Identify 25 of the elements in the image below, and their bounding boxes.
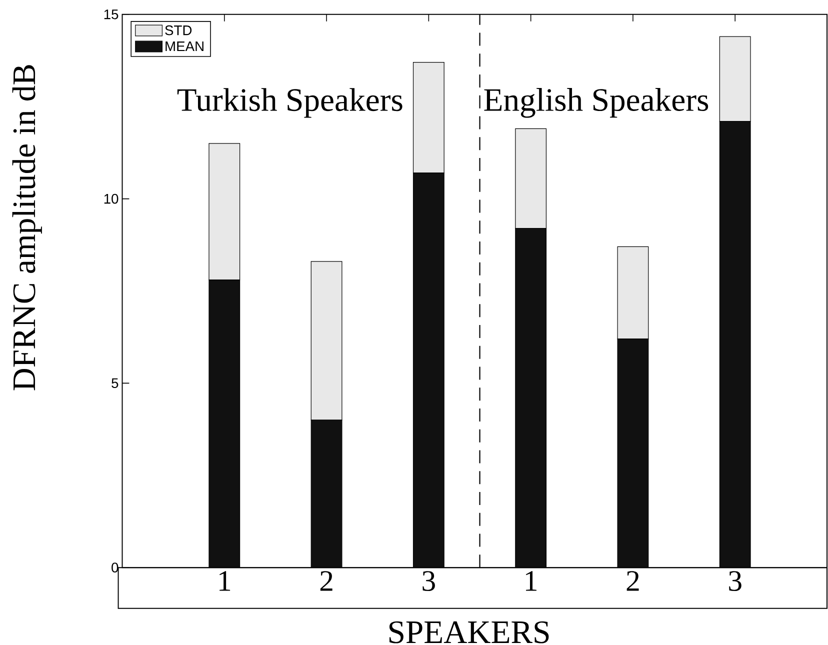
bar: [515, 128, 547, 229]
y-tick-label: 15: [104, 10, 118, 20]
y-tick-label: 10: [104, 194, 118, 204]
bar: [617, 246, 649, 340]
x-tick-label: 2: [626, 571, 639, 591]
x-axis-title: SPEAKERS: [389, 621, 549, 644]
annotation: English Speakers: [484, 88, 708, 118]
bar: [719, 120, 751, 568]
bar: [310, 420, 342, 568]
x-tick-label: 1: [220, 571, 230, 591]
x-tick-label: 1: [526, 571, 536, 591]
legend-label: STD: [165, 25, 192, 36]
bar: [617, 338, 649, 568]
bar: [412, 172, 444, 568]
bar: [515, 228, 547, 568]
bar: [208, 280, 240, 568]
y-tick-label: 5: [112, 378, 118, 388]
y-tick-label: 0: [112, 562, 118, 572]
annotation: Turkish Speakers: [177, 88, 402, 118]
legend-label: MEAN: [166, 41, 204, 52]
x-tick-label: 3: [422, 571, 435, 591]
y-axis-title: DFRNC amplitude in dB: [12, 65, 42, 390]
bar: [310, 261, 342, 420]
x-tick-label: 2: [320, 571, 332, 591]
x-tick-label: 3: [729, 571, 742, 591]
